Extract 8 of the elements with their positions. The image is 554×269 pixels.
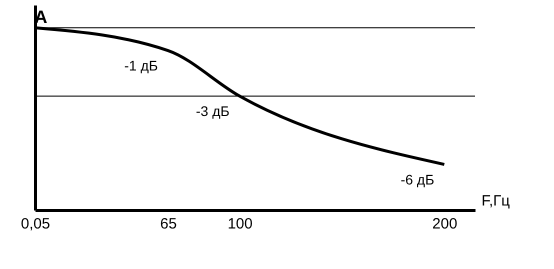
data-label: -6 дБ xyxy=(400,171,434,188)
x-tick-label: 200 xyxy=(432,216,458,232)
x-axis-title: F,Гц xyxy=(482,192,510,210)
data-label: -3 дБ xyxy=(196,103,230,120)
x-tick-label: 0,05 xyxy=(20,216,50,232)
x-tick-label: 65 xyxy=(160,216,177,232)
x-tick-label: 100 xyxy=(228,216,253,232)
data-label: -1 дБ xyxy=(124,58,158,74)
